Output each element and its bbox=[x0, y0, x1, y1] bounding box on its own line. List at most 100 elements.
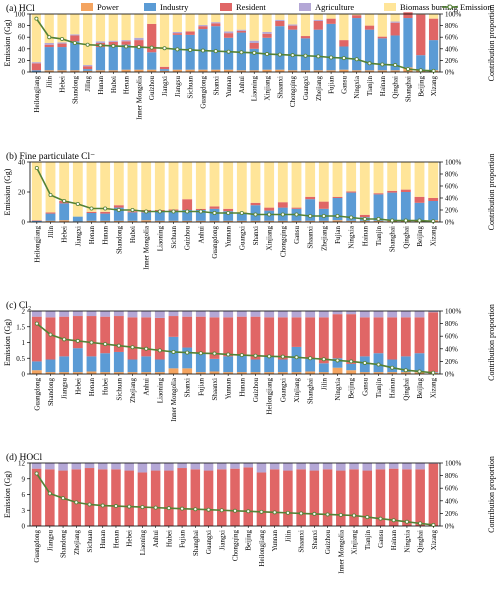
bar-segment-biomass-burning bbox=[291, 162, 302, 208]
bar-segment-biomass-burning bbox=[236, 162, 247, 213]
x-tick-label: Liaoning bbox=[156, 226, 164, 252]
bar-segment-industry bbox=[277, 359, 288, 373]
emission-point bbox=[111, 43, 116, 48]
bar-segment-industry bbox=[154, 359, 165, 373]
bar-segment-industry bbox=[100, 213, 111, 221]
bar-segment-resident bbox=[168, 316, 179, 337]
bar-segment-power bbox=[45, 372, 56, 374]
bar-segment-agriculture bbox=[249, 40, 259, 43]
x-tick-label: Yunnan bbox=[225, 226, 233, 248]
y-tick-label: 20 bbox=[18, 57, 26, 65]
legend-emission-marker bbox=[447, 4, 453, 10]
emission-point bbox=[267, 212, 272, 217]
x-tick-label: Shanghai bbox=[192, 530, 200, 556]
bar-segment-biomass-burning bbox=[428, 162, 439, 198]
emission-point bbox=[335, 213, 340, 218]
y-axis-label: Emission (Gg) bbox=[3, 168, 12, 215]
emission-point bbox=[48, 332, 53, 337]
bar-segment-biomass-burning bbox=[59, 162, 70, 201]
legend-label-resident: Resident bbox=[236, 2, 266, 12]
x-tick-label: Anhui bbox=[238, 76, 246, 94]
bar-segment-agriculture bbox=[305, 311, 316, 318]
bar-segment-biomass-burning bbox=[31, 162, 42, 221]
bar-segment-power bbox=[198, 69, 208, 72]
bar-segment-biomass-burning bbox=[377, 14, 387, 37]
bar-segment-power bbox=[209, 220, 220, 222]
bar-segment-power bbox=[45, 220, 56, 222]
bar-segment-resident bbox=[97, 469, 108, 526]
x-tick-label: Jiangsu bbox=[174, 76, 182, 98]
bar-segment-agriculture bbox=[313, 19, 323, 21]
emission-point bbox=[277, 52, 282, 57]
x-tick-label: Guangxi bbox=[302, 76, 310, 100]
y-tick-label: 0 bbox=[22, 69, 26, 77]
x-tick-label: Heilongjiang bbox=[266, 378, 274, 415]
bar-segment-industry bbox=[127, 359, 138, 373]
bar-segment-power bbox=[209, 371, 220, 374]
emission-point bbox=[136, 45, 141, 50]
x-tick-label: Ningxia bbox=[403, 529, 411, 552]
bar-segment-resident bbox=[275, 20, 285, 27]
y2-axis-label: Contribution proportion bbox=[487, 5, 496, 82]
bar-segment-industry bbox=[72, 216, 83, 222]
bar-segment-power bbox=[373, 220, 384, 222]
bar-segment-industry bbox=[291, 346, 302, 373]
bar-segment-resident bbox=[339, 40, 349, 47]
bar-segment-agriculture bbox=[70, 34, 80, 36]
bar-segment-agriculture bbox=[95, 41, 106, 43]
bar-segment-power bbox=[318, 220, 329, 222]
x-tick-label: Gansu bbox=[293, 226, 301, 244]
emission-point bbox=[34, 165, 39, 170]
bar-segment-resident bbox=[223, 208, 234, 212]
emission-point bbox=[253, 353, 258, 358]
bar-segment-power bbox=[275, 69, 285, 72]
emission-point bbox=[85, 42, 90, 47]
bar-segment-agriculture bbox=[346, 311, 357, 315]
bar-segment-agriculture bbox=[288, 24, 298, 26]
bar-segment-resident bbox=[416, 14, 426, 56]
bar-segment-power bbox=[134, 69, 144, 72]
bar-segment-biomass-burning bbox=[95, 14, 106, 42]
emission-point bbox=[354, 57, 359, 62]
emission-point bbox=[376, 362, 381, 367]
bar-segment-resident bbox=[296, 469, 306, 526]
x-tick-label: Chongqing bbox=[232, 530, 240, 562]
x-tick-label: Tianjin bbox=[366, 76, 374, 96]
emission-point bbox=[391, 518, 396, 523]
bar-segment-power bbox=[339, 69, 349, 72]
bar-segment-biomass-burning bbox=[108, 14, 118, 41]
bar-segment-resident bbox=[164, 470, 174, 526]
x-tick-label: Guizhou bbox=[184, 226, 192, 251]
bar-segment-resident bbox=[373, 317, 384, 354]
emission-point bbox=[130, 345, 135, 350]
x-tick-label: Beijing bbox=[245, 530, 253, 551]
bar-segment-agriculture bbox=[45, 463, 55, 470]
emission-point bbox=[362, 360, 367, 365]
bar-segment-biomass-burning bbox=[209, 162, 220, 207]
emission-point bbox=[124, 44, 129, 49]
bar-segment-resident bbox=[250, 316, 261, 360]
bar-segment-power bbox=[236, 372, 247, 374]
bar-segment-biomass-burning bbox=[147, 14, 157, 24]
bar-segment-biomass-burning bbox=[182, 162, 193, 200]
bar-segment-power bbox=[277, 220, 288, 222]
bar-segment-industry bbox=[400, 192, 411, 221]
emission-point bbox=[175, 47, 180, 52]
bar-segment-agriculture bbox=[111, 463, 121, 470]
bar-segment-industry bbox=[159, 69, 170, 71]
bar-segment-resident bbox=[31, 468, 42, 526]
bar-segment-agriculture bbox=[141, 311, 152, 318]
y2-axis-label: Contribution proportion bbox=[487, 154, 496, 231]
bar-segment-industry bbox=[332, 358, 343, 368]
bar-segment-industry bbox=[400, 356, 411, 373]
emission-point bbox=[144, 209, 149, 214]
bar-segment-resident bbox=[288, 25, 298, 30]
y-tick-label: 20 bbox=[18, 189, 26, 197]
bar-segment-resident bbox=[375, 469, 386, 526]
legend-label-biomass-burning: Biomass burning bbox=[400, 2, 459, 12]
bar-segment-resident bbox=[250, 202, 261, 206]
bar-segment-resident bbox=[243, 467, 253, 526]
bar-segment-agriculture bbox=[291, 311, 302, 318]
bar-segment-biomass-burning bbox=[121, 14, 131, 41]
bar-segment-resident bbox=[127, 317, 138, 360]
